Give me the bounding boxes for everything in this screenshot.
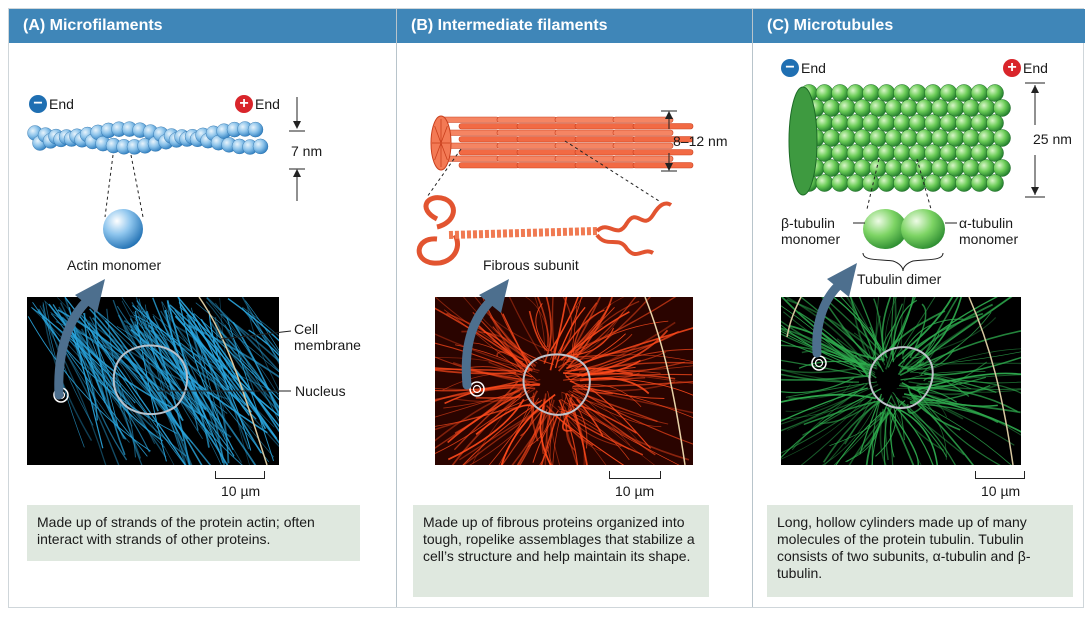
plus-icon: + [1003,59,1021,77]
zoom-arrow-c [812,263,857,358]
scale-label-b: 10 µm [615,483,655,499]
scale-bar-b [609,471,661,479]
scale-bar-a [215,471,265,479]
beta-tubulin-label: β-tubulin monomer [781,215,841,247]
scale-label-a: 10 µm [221,483,261,499]
alpha-tubulin-sphere [901,209,945,249]
alpha-tubulin-label: α-tubulin monomer [959,215,1019,247]
tubulin-dimer-label: Tubulin dimer [857,271,942,287]
figure-frame: (A) Microfilaments − End + End [8,8,1085,608]
dimension-label-b: 8–12 nm [673,133,728,149]
zoom-arrow-b [461,279,509,390]
actin-filament-illustration [27,121,269,155]
plus-end-label: End [255,96,280,112]
actin-monomer-sphere [103,209,143,249]
actin-monomer-label: Actin monomer [67,257,162,273]
caption-a: Made up of strands of the protein actin;… [27,505,360,561]
panel-b-header: (B) Intermediate filaments [397,9,752,43]
intermediate-filament-illustration [416,115,694,266]
panel-microtubules: (C) Microtubules − End + End [752,9,1085,607]
scale-label-c: 10 µm [981,483,1021,499]
minus-end-badge-c: − End [781,59,826,77]
caption-b: Made up of fibrous proteins organized in… [413,505,709,597]
panel-intermediate-filaments: (B) Intermediate filaments 8–12 nm Fibro… [396,9,752,607]
microtubule-illustration [788,82,1045,272]
monomer-callout-lines [103,154,144,249]
minus-icon: − [29,95,47,113]
beta-tubulin-sphere [863,209,907,249]
fibrous-subunit-label: Fibrous subunit [483,257,579,273]
panel-microfilaments: (A) Microfilaments − End + End [9,9,396,607]
plus-icon: + [235,95,253,113]
micrograph-intermediate [435,297,693,465]
plus-end-badge: + End [235,95,280,113]
minus-end-label: End [49,96,74,112]
dimension-arrows-b [661,110,677,172]
panel-a-header: (A) Microfilaments [9,9,396,43]
dimension-arrows [289,97,305,201]
nucleus-label: Nucleus [295,383,346,399]
plus-end-badge-c: + End [1003,59,1048,77]
dimension-label: 7 nm [291,143,323,159]
minus-icon: − [781,59,799,77]
zoom-arrow-a [54,279,105,400]
panel-c-header: (C) Microtubules [753,9,1085,43]
micrograph-svg-c [781,297,1021,465]
minus-end-label-c: End [801,60,826,76]
cell-membrane-label: Cell membrane [294,321,361,353]
plus-end-label-c: End [1023,60,1048,76]
caption-c: Long, hollow cylinders made up of many m… [767,505,1073,597]
dimension-label-c: 25 nm [1033,131,1072,147]
micrograph-svg-b [435,297,693,465]
scale-bar-c [975,471,1025,479]
leader-lines-a [157,330,292,392]
minus-end-badge: − End [29,95,74,113]
